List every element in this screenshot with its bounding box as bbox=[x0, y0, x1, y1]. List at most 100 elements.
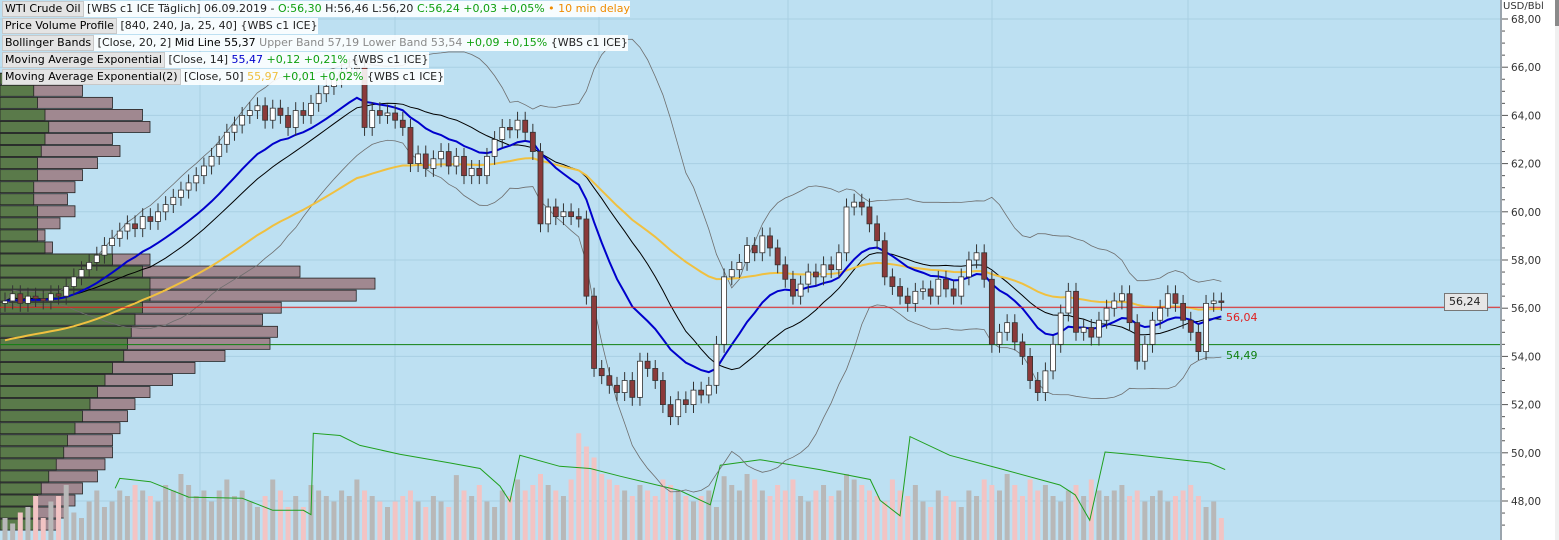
volume-bar bbox=[691, 501, 696, 540]
candle-up bbox=[1042, 370, 1049, 393]
candle-up bbox=[920, 288, 926, 292]
candle-down bbox=[981, 252, 988, 280]
volume-bar bbox=[767, 496, 773, 540]
axis-tick-label: 50,00 bbox=[1511, 448, 1541, 460]
candle-up bbox=[193, 175, 200, 184]
volume-bar bbox=[553, 490, 559, 540]
scrollbar-thumb[interactable] bbox=[1555, 0, 1559, 26]
candle-down bbox=[950, 288, 957, 297]
volume-bar bbox=[698, 496, 704, 540]
volume-bar bbox=[645, 490, 651, 540]
volume-bar bbox=[155, 501, 161, 540]
volume-profile-bar-down bbox=[0, 169, 83, 182]
volume-profile-bar-up bbox=[0, 458, 57, 471]
volume-bar bbox=[1127, 496, 1133, 540]
volume-bar bbox=[170, 490, 176, 540]
volume-bar bbox=[1157, 490, 1163, 540]
candle-down bbox=[285, 115, 291, 128]
candle-down bbox=[1187, 319, 1194, 333]
volume-bar bbox=[560, 496, 566, 540]
legend-row[interactable]: Moving Average Exponential [Close, 14] 5… bbox=[2, 52, 630, 68]
vertical-scrollbar[interactable] bbox=[1555, 0, 1559, 540]
candle-down bbox=[422, 153, 429, 169]
volume-bar bbox=[400, 496, 406, 540]
volume-bar bbox=[209, 501, 215, 540]
volume-bar bbox=[1065, 490, 1071, 540]
volume-bar bbox=[538, 474, 543, 540]
volume-bar bbox=[744, 474, 750, 540]
candle-down bbox=[1034, 380, 1041, 393]
price-chart-area[interactable]: WTI Crude Oil [WBS c1 ICE Täglich] 06.09… bbox=[0, 0, 1500, 540]
volume-profile-bar-down bbox=[0, 109, 143, 121]
candle-down bbox=[1172, 293, 1179, 304]
volume-bar bbox=[1058, 501, 1064, 540]
candle-down bbox=[866, 206, 873, 225]
candle-down bbox=[667, 404, 674, 418]
candle-up bbox=[1210, 300, 1217, 304]
volume-profile-bar-down bbox=[0, 325, 278, 338]
volume-bar bbox=[385, 507, 390, 540]
volume-bar bbox=[446, 507, 452, 540]
volume-bar bbox=[736, 490, 742, 540]
candle-down bbox=[262, 105, 269, 121]
volume-bar bbox=[438, 501, 444, 540]
volume-profile-bar-up bbox=[0, 482, 42, 495]
volume-bar bbox=[423, 507, 429, 540]
volume-bar bbox=[629, 496, 635, 540]
candle-up bbox=[912, 290, 919, 304]
candle-up bbox=[101, 245, 108, 256]
legend-indicator-name[interactable]: WTI Crude Oil bbox=[2, 1, 84, 17]
volume-bar bbox=[675, 490, 681, 540]
legend-indicator-name[interactable]: Moving Average Exponential(2) bbox=[2, 69, 181, 85]
axis-tick-label: 64,00 bbox=[1511, 110, 1541, 122]
volume-bar bbox=[415, 501, 421, 540]
volume-bar bbox=[339, 490, 345, 540]
volume-profile-bar-up bbox=[0, 470, 50, 483]
volume-bar bbox=[729, 485, 735, 540]
volume-bar bbox=[759, 490, 765, 540]
level-label-green: 54,49 bbox=[1226, 348, 1258, 362]
candle-up bbox=[637, 360, 643, 398]
volume-bar bbox=[1165, 501, 1171, 540]
volume-bar bbox=[293, 496, 299, 540]
volume-profile-bar-up bbox=[0, 193, 35, 206]
volume-bar bbox=[239, 490, 245, 540]
ema-14-line bbox=[4, 96, 1222, 374]
candle-down bbox=[445, 151, 452, 167]
price-axis[interactable]: USD/Bbl 68,00 66,00 64,00 62,00 60,00 58,00 56,… bbox=[1500, 0, 1555, 540]
legend-row[interactable]: Bollinger Bands [Close, 20, 2] Mid Line … bbox=[2, 35, 630, 51]
volume-bar bbox=[10, 523, 16, 540]
indicator-legend: WTI Crude Oil [WBS c1 ICE Täglich] 06.09… bbox=[2, 1, 630, 86]
candle-up bbox=[453, 155, 460, 167]
legend-row[interactable]: Moving Average Exponential(2) [Close, 50… bbox=[2, 69, 630, 85]
volume-bar bbox=[821, 485, 827, 540]
candle-up bbox=[9, 293, 16, 302]
volume-bar bbox=[461, 490, 467, 540]
candle-up bbox=[155, 211, 161, 222]
volume-bar bbox=[637, 485, 643, 540]
candle-down bbox=[858, 201, 865, 208]
candle-up bbox=[935, 278, 942, 297]
volume-bar bbox=[277, 490, 283, 540]
volume-bar bbox=[33, 496, 39, 540]
volume-profile-bar-up bbox=[0, 241, 46, 254]
volume-bar bbox=[583, 446, 589, 540]
candle-up bbox=[170, 196, 177, 205]
legend-row[interactable]: WTI Crude Oil [WBS c1 ICE Täglich] 06.09… bbox=[2, 1, 630, 17]
legend-indicator-name[interactable]: Bollinger Bands bbox=[2, 35, 95, 51]
volume-bar bbox=[40, 518, 46, 540]
volume-bar bbox=[285, 507, 291, 540]
legend-row[interactable]: Price Volume Profile [840, 240, Ja, 25, … bbox=[2, 18, 630, 34]
candle-down bbox=[55, 293, 62, 297]
volume-bar bbox=[254, 507, 260, 540]
volume-profile-bar-up bbox=[0, 337, 128, 350]
candle-up bbox=[216, 143, 223, 157]
volume-bar bbox=[86, 501, 92, 540]
volume-bar bbox=[530, 485, 536, 540]
candle-up bbox=[438, 151, 444, 160]
legend-indicator-name[interactable]: Price Volume Profile bbox=[2, 18, 117, 34]
volume-bar bbox=[851, 479, 857, 540]
volume-bar bbox=[958, 507, 964, 540]
legend-indicator-name[interactable]: Moving Average Exponential bbox=[2, 52, 165, 68]
candle-up bbox=[430, 158, 437, 169]
